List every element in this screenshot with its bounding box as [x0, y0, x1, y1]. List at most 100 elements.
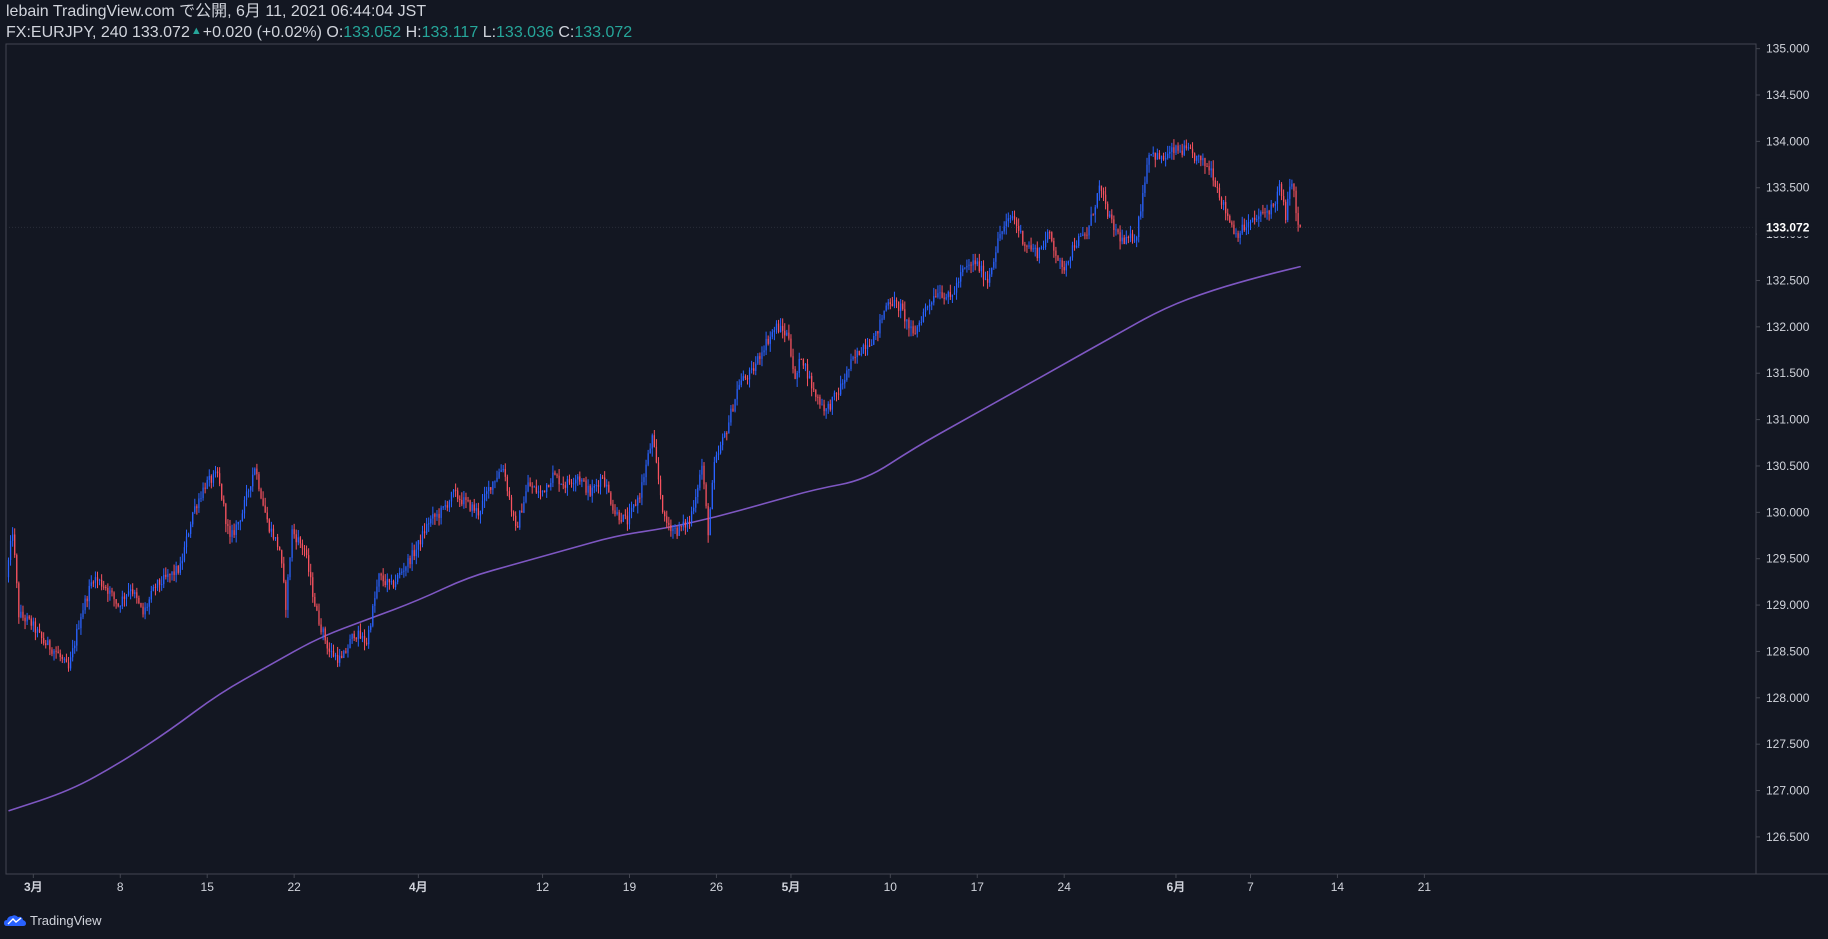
candle-body — [614, 510, 616, 515]
candle-body — [1253, 217, 1256, 220]
tradingview-watermark[interactable]: TradingView — [4, 910, 102, 930]
up-arrow-icon: ▲ — [190, 25, 202, 37]
high-label: H: — [405, 24, 422, 41]
candle-body — [198, 498, 200, 509]
candle-body — [777, 323, 780, 333]
candle-body — [326, 640, 328, 649]
candle-body — [713, 462, 716, 483]
candle-body — [1042, 247, 1045, 249]
candle-body — [821, 404, 823, 406]
candle-body — [999, 234, 1001, 239]
candle-body — [423, 531, 426, 534]
candle-body — [655, 446, 658, 463]
candle-body — [1069, 257, 1072, 262]
candle-body — [920, 321, 923, 323]
candle-body — [775, 323, 778, 331]
candle-body — [107, 587, 109, 594]
candle-body — [757, 356, 759, 364]
candle-body — [722, 437, 724, 446]
time-tick-label: 26 — [710, 880, 724, 894]
change-value: +0.020 (+0.02%) — [202, 24, 322, 41]
time-tick-label: 6月 — [1167, 880, 1186, 894]
candle-body — [1119, 232, 1121, 242]
candle-body — [583, 479, 585, 481]
candle-body — [438, 513, 440, 518]
candle-body — [562, 483, 564, 486]
candle-body — [1026, 245, 1028, 247]
candle-body — [336, 654, 339, 663]
candle-body — [63, 658, 66, 660]
candle-body — [651, 435, 653, 449]
candle-body — [539, 491, 542, 493]
candle-body — [1243, 224, 1245, 231]
candle-body — [616, 512, 618, 515]
candle-body — [409, 558, 411, 565]
symbol-label[interactable]: FX:EURJPY, 240 — [6, 24, 128, 41]
candle-body — [796, 372, 798, 379]
candle-body — [469, 500, 471, 511]
moving-average-layer — [8, 265, 1302, 812]
candle-body — [382, 575, 384, 582]
price-tick-label: 131.000 — [1766, 413, 1810, 427]
candle-body — [38, 629, 41, 633]
candle-body — [1167, 153, 1169, 159]
time-tick-label: 17 — [971, 880, 985, 894]
candle-body — [962, 268, 964, 273]
candle-body — [190, 524, 192, 534]
time-tick-label: 12 — [536, 880, 550, 894]
candle-body — [860, 353, 862, 356]
candle-body — [597, 485, 600, 487]
candle-body — [283, 563, 285, 582]
candle-body — [1162, 155, 1165, 160]
candle-body — [968, 264, 970, 266]
candle-body — [1040, 247, 1043, 249]
candle-body — [494, 481, 496, 483]
candle-body — [82, 610, 84, 618]
candle-body — [989, 274, 991, 283]
candle-body — [742, 376, 744, 381]
candle-body — [1229, 215, 1231, 223]
candle-body — [488, 487, 490, 492]
candle-body — [738, 384, 740, 390]
candle-body — [926, 306, 929, 308]
candle-body — [827, 403, 829, 409]
candle-body — [537, 491, 540, 493]
candle-body — [264, 505, 266, 513]
candle-body — [825, 408, 827, 412]
candle-body — [670, 524, 672, 532]
candle-body — [924, 306, 927, 312]
candle-body — [262, 498, 264, 506]
candle-body — [502, 469, 504, 471]
candle-body — [1177, 145, 1179, 151]
candle-body — [564, 485, 566, 488]
candle-body — [113, 592, 115, 600]
candle-body — [690, 511, 693, 523]
candle-body — [467, 500, 469, 502]
candle-body — [26, 616, 28, 622]
candle-body — [324, 628, 326, 641]
candle-body — [310, 571, 312, 578]
candle-body — [1233, 224, 1235, 235]
brand-label: TradingView — [30, 912, 102, 928]
candle-body — [361, 635, 364, 639]
candle-body — [80, 617, 82, 629]
candle-body — [459, 498, 461, 500]
candle-body — [653, 435, 655, 447]
candle-body — [1220, 197, 1223, 205]
candle-body — [697, 487, 699, 498]
candle-body — [206, 479, 208, 489]
candle-body — [397, 574, 399, 583]
candle-body — [1073, 245, 1076, 248]
candle-body — [465, 497, 467, 501]
price-axis[interactable]: 126.500 127.000 127.500 128.000 128.500 129.0… — [1756, 42, 1810, 844]
price-tick-label: 132.500 — [1766, 273, 1810, 287]
candle-body — [111, 590, 113, 593]
candle-body — [986, 278, 989, 283]
candle-body — [960, 272, 962, 282]
candle-body — [587, 485, 589, 493]
time-axis[interactable]: 3月 8 15 22 4月 12 19 26 5月 10 17 24 6月 7 14 21 — [24, 874, 1431, 894]
time-tick-label: 5月 — [782, 880, 801, 894]
candle-body — [982, 265, 985, 280]
candle-body — [1231, 222, 1233, 225]
